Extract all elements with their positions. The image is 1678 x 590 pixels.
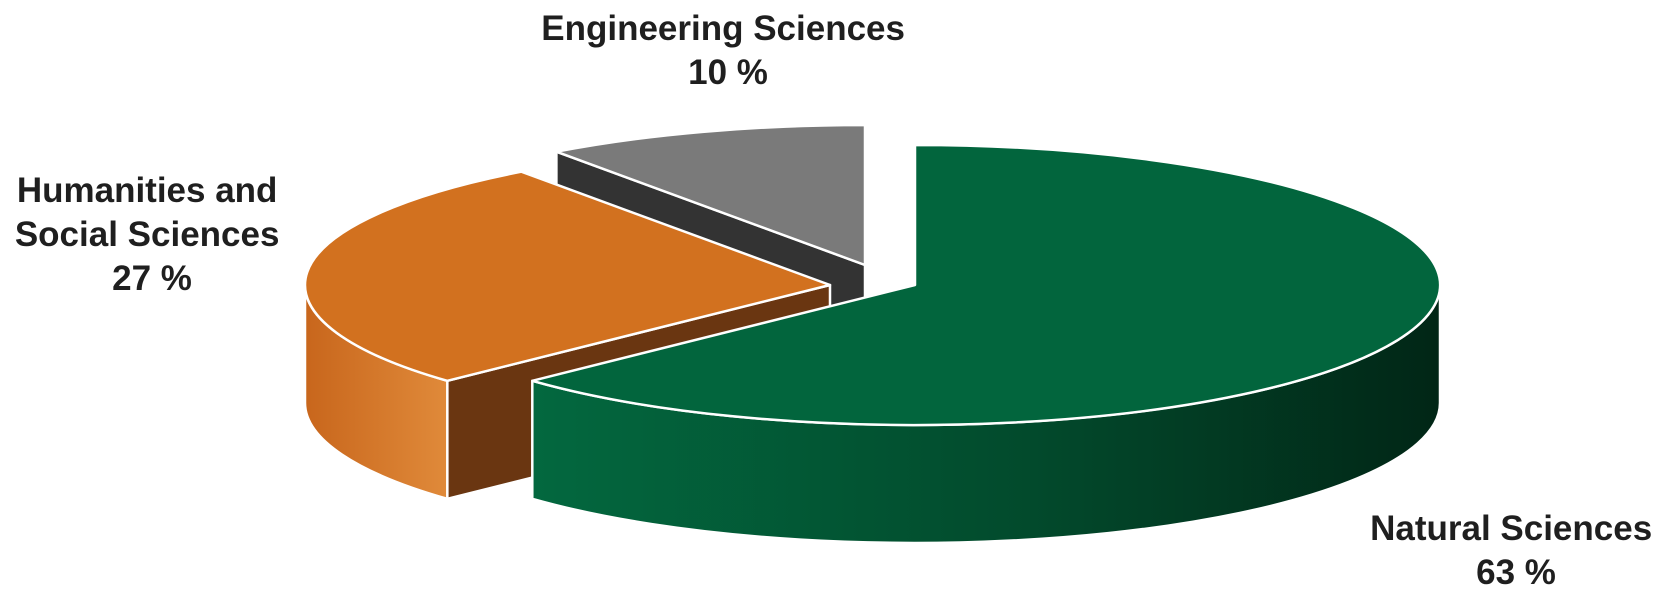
- slice-label-natural-line-1: Natural Sciences: [1370, 509, 1652, 548]
- pie-top-natural: [531, 143, 1442, 427]
- slice-value-humanities: 27 %: [112, 259, 192, 298]
- slice-label-humanities-line-2: Social Sciences: [15, 215, 280, 254]
- slice-value-engineering: 10 %: [688, 53, 768, 92]
- pie-top-humanities: [303, 170, 832, 383]
- pie-slice-natural: [531, 143, 1442, 545]
- slice-label-humanities: Humanities and Social Sciences 27 %: [15, 171, 289, 298]
- slice-label-humanities-line-1: Humanities and: [17, 171, 278, 210]
- slice-label-engineering: Engineering Sciences 10 %: [541, 9, 914, 92]
- slice-label-engineering-line-1: Engineering Sciences: [541, 9, 905, 48]
- slice-label-natural: Natural Sciences 63 %: [1370, 509, 1662, 590]
- pie-top-engineering: [555, 123, 867, 267]
- slice-value-natural: 63 %: [1476, 553, 1556, 590]
